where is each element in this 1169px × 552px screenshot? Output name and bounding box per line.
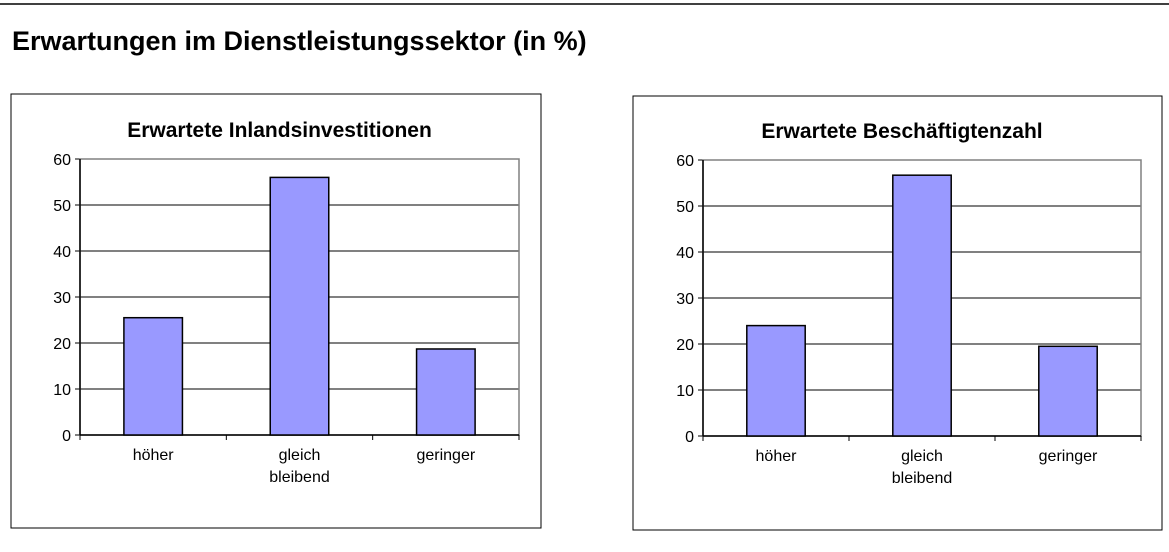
y-tick-label: 50 [676, 199, 694, 216]
chart-title: Erwartete Beschäftigtenzahl [761, 120, 1042, 143]
x-tick-label: gleich bleibend [269, 447, 330, 486]
y-tick-label: 40 [53, 244, 71, 261]
y-tick-label: 20 [676, 337, 694, 354]
y-tick-label: 50 [53, 198, 71, 215]
x-tick-label-box: höher [132, 447, 174, 464]
x-tick-label-box: höher [755, 448, 797, 465]
y-tick-label: 30 [676, 291, 694, 308]
bar [415, 348, 476, 436]
y-tick-label: 30 [53, 290, 71, 307]
x-tick-label-box: geringer [1038, 448, 1098, 465]
y-tick-label: 0 [62, 428, 71, 445]
y-tick-label: 40 [676, 245, 694, 262]
bar [746, 324, 806, 437]
x-tick-label: gleich bleibend [891, 448, 953, 487]
x-tick-label: geringer [416, 447, 476, 464]
bar [892, 174, 952, 437]
chart-frame [10, 93, 542, 529]
bar [1038, 345, 1098, 437]
y-tick-label: 60 [676, 153, 694, 170]
chart-frame [632, 95, 1163, 531]
bar [269, 176, 330, 436]
y-tick-label: 10 [676, 383, 694, 400]
y-tick-label: 60 [53, 152, 71, 169]
bar [123, 316, 184, 436]
x-tick-label: geringer [1038, 448, 1098, 465]
x-tick-label: höher [755, 448, 797, 465]
y-tick-label: 10 [53, 382, 71, 399]
x-tick-label: höher [132, 447, 174, 464]
y-tick-label: 20 [53, 336, 71, 353]
x-tick-label-box: geringer [416, 447, 476, 464]
page-title: Erwartungen im Dienstleistungssektor (in… [12, 26, 587, 56]
y-tick-label: 0 [685, 429, 694, 446]
x-tick-label-box: gleich bleibend [269, 447, 330, 486]
chart-title: Erwartete Inlandsinvestitionen [127, 119, 432, 142]
x-tick-label-box: gleich bleibend [891, 448, 953, 487]
